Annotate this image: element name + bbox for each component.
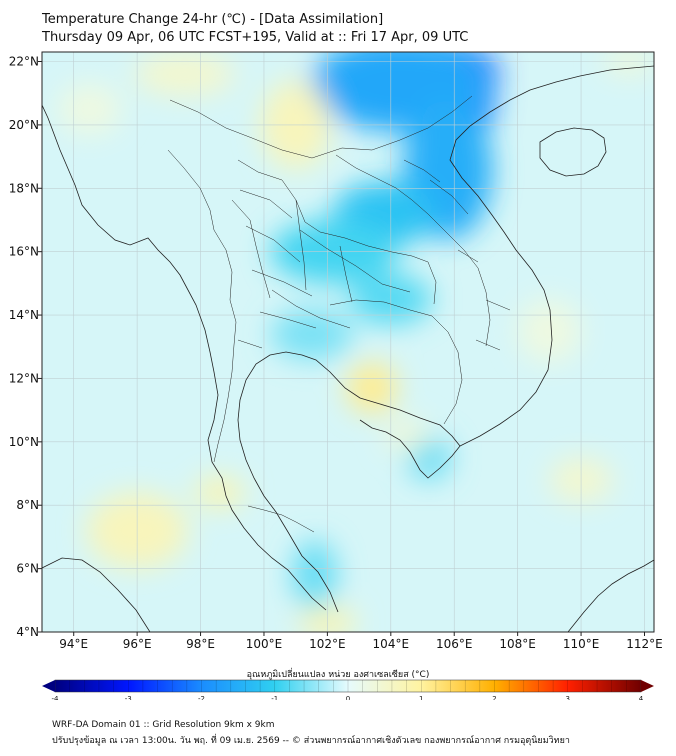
anomaly-blob	[603, 52, 654, 75]
border-laos-vietnam	[335, 154, 491, 347]
colorbar-label: 3	[566, 695, 570, 700]
anomaly-blob	[194, 476, 245, 509]
colorbar-label: -4	[52, 695, 60, 700]
coastline-sumatra	[42, 557, 151, 632]
x-tick-label: 98°E	[186, 637, 215, 651]
colorbar: -4 -3 -2 -1 0 1 2 3 4	[42, 679, 654, 700]
x-tick-label: 100°E	[246, 637, 283, 651]
x-tick-label: 102°E	[309, 637, 346, 651]
map-frame	[41, 51, 655, 633]
map-subtitle: Thursday 09 Apr, 06 UTC FCST+195, Valid …	[42, 30, 469, 45]
footer-model-info: WRF-DA Domain 01 :: Grid Resolution 9km …	[52, 720, 275, 730]
y-tick-label: 12°N	[9, 371, 39, 385]
temperature-change-map: 94°E 96°E 98°E 100°E 102°E 104°E 106°E 108°E 110…	[9, 51, 663, 700]
x-tick-label: 94°E	[59, 637, 88, 651]
provinces-thailand	[231, 189, 411, 349]
anomaly-blob	[270, 308, 353, 360]
y-tick-label: 4°N	[16, 625, 39, 639]
border-malaysia-thailand	[247, 505, 315, 533]
colorbar-label: 1	[419, 695, 423, 700]
border-china	[169, 95, 473, 159]
temperature-anomaly-field	[57, 52, 654, 632]
x-tick-label: 108°E	[499, 637, 536, 651]
x-tick-label: 106°E	[436, 637, 473, 651]
colorbar-label: 4	[639, 695, 644, 700]
colorbar-label: 0	[346, 695, 350, 700]
colorbar-label: 2	[492, 695, 496, 700]
coastline-hainan	[539, 127, 607, 177]
border-myanmar-thailand	[167, 149, 237, 463]
anomaly-blob	[384, 419, 429, 452]
x-tick-label: 110°E	[563, 637, 600, 651]
y-tick-label: 22°N	[9, 55, 39, 69]
colorbar-ticks: -4 -3 -2 -1 0 1 2 3 4	[52, 680, 644, 700]
footer-credit: ปรับปรุงข้อมูล ณ เวลา 13:00น. วัน พฤ. ที…	[52, 736, 570, 746]
y-tick-label: 6°N	[16, 562, 39, 576]
coastline-vietnam	[449, 65, 654, 447]
map-title: Temperature Change 24-hr (℃) - [Data Ass…	[42, 12, 384, 27]
x-tick-label: 112°E	[626, 637, 663, 651]
y-tick-label: 8°N	[16, 498, 39, 512]
colorbar-max-arrow	[641, 680, 654, 692]
y-tick-label: 14°N	[9, 308, 39, 322]
boundaries	[167, 95, 511, 533]
coastline-west	[42, 104, 327, 611]
y-tick-label: 18°N	[9, 181, 39, 195]
graticule	[42, 52, 654, 632]
y-tick-label: 16°N	[9, 245, 39, 259]
y-tick-label: 20°N	[9, 118, 39, 132]
anomaly-blob	[346, 362, 398, 414]
coastline-borneo	[567, 559, 654, 632]
anomaly-blob	[133, 52, 236, 97]
axis-ticks: 94°E 96°E 98°E 100°E 102°E 104°E 106°E 108°E 110…	[9, 55, 663, 651]
x-tick-label: 96°E	[123, 637, 152, 651]
colorbar-label: -2	[198, 695, 205, 700]
colorbar-label: -3	[125, 695, 132, 700]
colorbar-title: อุณหภูมิเปลี่ยนแปลง หน่วย องศาเซลเซียส (…	[246, 670, 430, 680]
colorbar-label: -1	[271, 695, 278, 700]
colorbar-min-arrow	[42, 680, 55, 692]
provinces-vietnam	[403, 159, 511, 351]
x-tick-label: 104°E	[373, 637, 410, 651]
y-tick-label: 10°N	[9, 435, 39, 449]
anomaly-blob	[57, 83, 122, 135]
border-thailand-laos	[237, 159, 437, 305]
coastlines	[42, 65, 654, 632]
border-cambodia	[329, 299, 463, 425]
coastline-gulf	[237, 351, 461, 613]
